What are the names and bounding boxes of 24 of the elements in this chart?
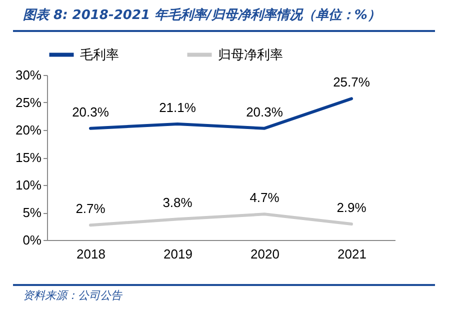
y-tick-label: 15% [15, 150, 42, 165]
y-tick-label: 30% [15, 68, 42, 82]
x-tick-label: 2020 [250, 246, 280, 262]
x-tick-label: 2019 [164, 246, 192, 262]
data-label: 20.3% [246, 104, 284, 120]
data-label: 21.1% [159, 100, 196, 115]
line-series [89, 212, 353, 227]
y-tick-label: 5% [22, 205, 42, 220]
y-tick-label: 0% [22, 232, 42, 248]
x-tick-label: 2021 [338, 246, 366, 262]
text: 资料来源：公司公告 [13, 284, 435, 303]
data-label: 3.8% [162, 195, 193, 210]
data-label: 2.7% [76, 201, 106, 216]
data-label: 2.9% [336, 200, 367, 216]
y-tick-label: 25% [15, 95, 42, 110]
x-tick-label: 2018 [76, 246, 106, 262]
chart-title: 图表 8: 2018-2021 年毛利率/归母净利率情况（单位：%） [13, 6, 435, 32]
data-label: 20.3% [72, 104, 110, 120]
y-tick-label: 10% [15, 178, 42, 192]
legend-label: 归母净利率 [218, 46, 283, 63]
data-label: 25.7% [333, 74, 370, 90]
y-tick-label: 20% [15, 122, 42, 138]
data-label: 4.7% [250, 190, 280, 206]
legend-label: 毛利率 [80, 46, 119, 63]
